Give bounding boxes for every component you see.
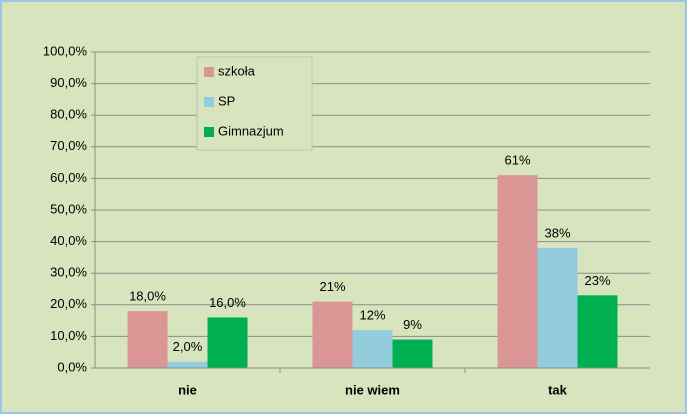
legend-label: SP [218,93,235,108]
bar [207,317,248,368]
x-tick-label: nie [178,382,197,397]
data-label: 18,0% [129,289,166,304]
y-tick-label: 20,0% [50,296,87,311]
y-tick-label: 90,0% [50,75,87,90]
bar [577,295,618,368]
data-label: 16,0% [209,295,246,310]
x-tick-label: tak [548,382,568,397]
legend-box [196,56,313,151]
bar [352,330,393,368]
bar [127,311,168,368]
data-label: 23% [584,273,610,288]
bar [392,339,433,368]
data-label: 12% [359,308,385,323]
bar [537,247,578,368]
y-tick-label: 40,0% [50,233,87,248]
legend-swatch [204,97,214,107]
y-tick-label: 100,0% [43,43,88,58]
x-tick-label: nie wiem [345,382,400,397]
data-label: 38% [544,225,570,240]
y-tick-label: 50,0% [50,201,87,216]
legend-swatch [204,67,214,77]
bar [167,361,208,368]
data-label: 21% [319,279,345,294]
bar [497,175,538,368]
y-tick-label: 30,0% [50,265,87,280]
y-tick-label: 80,0% [50,107,87,122]
y-tick-label: 70,0% [50,138,87,153]
data-label: 61% [504,153,530,168]
y-tick-label: 0,0% [57,359,87,374]
y-tick-label: 10,0% [50,328,87,343]
bar [312,301,353,368]
legend-swatch [204,127,214,137]
legend-label: Gimnazjum [218,123,284,138]
data-label: 9% [403,317,422,332]
y-tick-label: 60,0% [50,170,87,185]
data-label: 2,0% [173,339,203,354]
legend-label: szkoła [218,63,256,78]
